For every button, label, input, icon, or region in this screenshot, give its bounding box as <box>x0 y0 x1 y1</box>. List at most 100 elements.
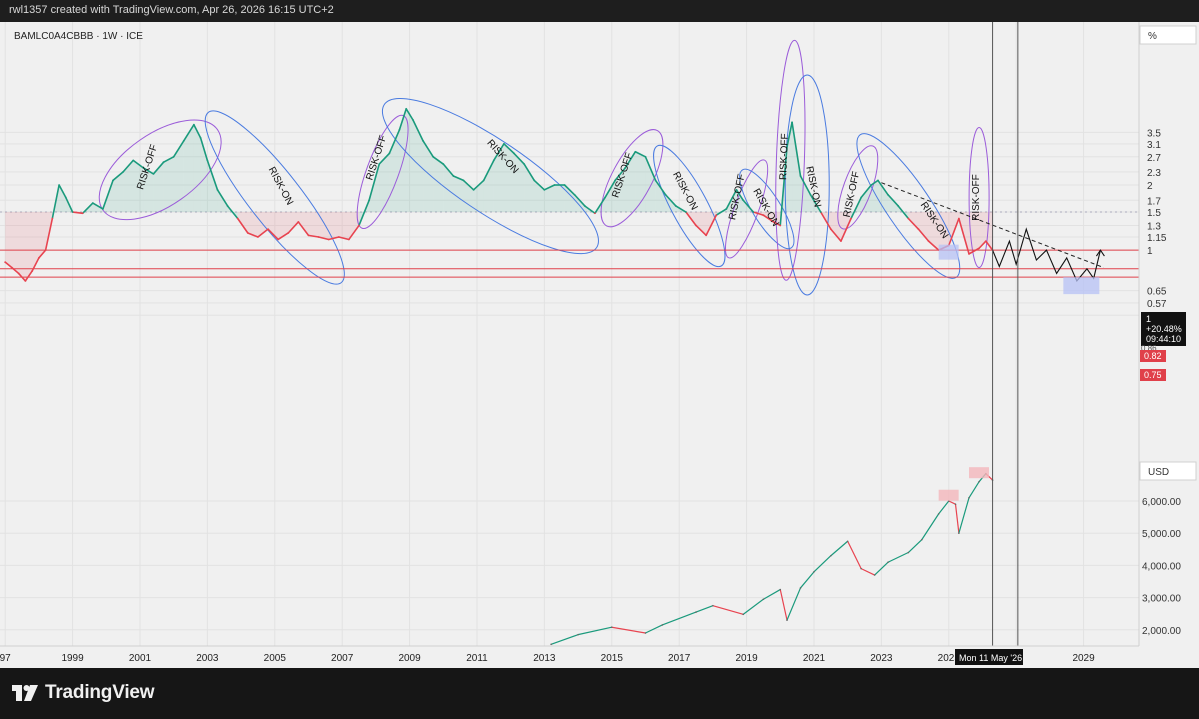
fill-segment <box>379 153 390 213</box>
series-point <box>348 238 350 241</box>
level-082-box <box>1140 350 1166 362</box>
fill-segment <box>503 143 515 213</box>
series-point <box>368 199 371 202</box>
series-segment <box>92 202 104 210</box>
series-segment <box>44 218 54 251</box>
equity-point <box>937 513 940 515</box>
series-point <box>604 196 606 199</box>
series-segment <box>378 152 390 165</box>
series-point <box>772 221 775 223</box>
series-segment <box>870 179 879 186</box>
series-point <box>388 152 391 155</box>
series-point <box>24 280 27 282</box>
series-point <box>11 266 13 269</box>
fill-segment <box>792 122 801 213</box>
series-segment <box>799 175 812 196</box>
series-point <box>122 170 125 173</box>
series-point <box>533 179 536 182</box>
series-point <box>752 211 755 213</box>
series-point <box>17 272 20 275</box>
series-point <box>614 179 617 182</box>
equity-segment <box>958 497 970 534</box>
fill-segment <box>163 156 174 213</box>
equity-point <box>873 574 876 576</box>
equity-segment <box>847 540 862 569</box>
series-segment <box>513 152 525 165</box>
usd-tick-label: 2,000.00 <box>1142 626 1181 637</box>
series-point <box>412 118 414 121</box>
fill-segment <box>615 167 626 213</box>
fill-segment <box>288 212 299 233</box>
series-segment <box>58 184 67 198</box>
annotation-ellipse-purple <box>968 127 990 269</box>
fill-segment <box>938 212 949 251</box>
price-tick-label: 1.7 <box>1147 196 1161 207</box>
fill-segment <box>143 167 154 213</box>
fill-segment <box>605 180 616 213</box>
series-point <box>199 137 202 139</box>
grid-vertical <box>4 22 1085 646</box>
marker-box <box>938 244 959 260</box>
series-segment <box>199 137 209 161</box>
last-price-countdown: 09:44:10 <box>1146 334 1181 344</box>
fill-segment <box>123 160 134 213</box>
series-point <box>142 166 145 169</box>
equity-segment <box>813 555 832 573</box>
series-segment <box>753 211 764 216</box>
fill-segment <box>173 140 184 213</box>
series-point <box>226 205 229 207</box>
fill-segment <box>483 160 494 213</box>
projection-line <box>992 227 1101 283</box>
series-point <box>779 224 782 227</box>
tradingview-logo[interactable]: TradingView <box>12 682 155 704</box>
projection-arrowhead <box>1095 249 1105 257</box>
series-segment <box>705 214 717 236</box>
series-point <box>984 240 987 243</box>
series-point <box>742 199 745 202</box>
annotation-ellipse-blue <box>204 110 345 285</box>
series-segment <box>907 217 920 230</box>
price-tick-label: 2 <box>1147 181 1153 192</box>
series-segment <box>4 261 13 269</box>
annotation-ellipse-blue <box>784 74 830 296</box>
series-segment <box>860 184 872 199</box>
series-segment <box>482 159 495 181</box>
series-point <box>37 257 40 259</box>
equity-segment <box>695 605 714 613</box>
series-point <box>513 152 515 155</box>
fill-segment <box>574 194 585 213</box>
chart-area[interactable]: RISK-OFF RISK-ON RISK-OFF RISK-ON RISK-OFF RI… <box>0 22 1199 668</box>
series-segment <box>237 218 249 234</box>
series-point <box>58 184 60 186</box>
series-segment <box>453 175 464 182</box>
series-point <box>887 193 890 196</box>
equity-segment <box>662 611 697 626</box>
series-segment <box>533 179 545 191</box>
target-box <box>1063 277 1100 295</box>
equity-point <box>907 551 910 554</box>
series-point <box>472 188 475 191</box>
series-point <box>182 139 185 142</box>
equity-segment <box>645 624 663 634</box>
series-point <box>523 163 526 165</box>
series-segment <box>442 163 454 177</box>
series-segment <box>985 240 994 251</box>
series-point <box>917 228 920 231</box>
series-segment <box>422 140 434 158</box>
series-point <box>654 179 657 182</box>
series-segment <box>432 156 444 165</box>
series-segment <box>574 194 586 207</box>
series-point <box>216 188 219 191</box>
fill-segment <box>524 164 535 213</box>
equity-point <box>762 598 765 601</box>
time-tick-label: 2003 <box>196 653 219 664</box>
series-point <box>358 224 360 227</box>
series-point <box>152 173 155 175</box>
annotation-ellipse-purple <box>98 119 222 221</box>
series-segment <box>11 267 20 275</box>
series-point <box>91 202 94 204</box>
fill-segment <box>412 119 424 213</box>
series-point <box>462 179 465 182</box>
series-point <box>503 142 505 145</box>
